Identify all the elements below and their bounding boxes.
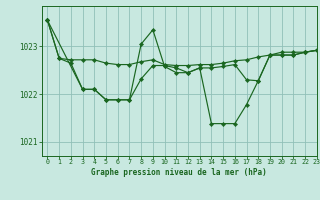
X-axis label: Graphe pression niveau de la mer (hPa): Graphe pression niveau de la mer (hPa): [91, 168, 267, 177]
